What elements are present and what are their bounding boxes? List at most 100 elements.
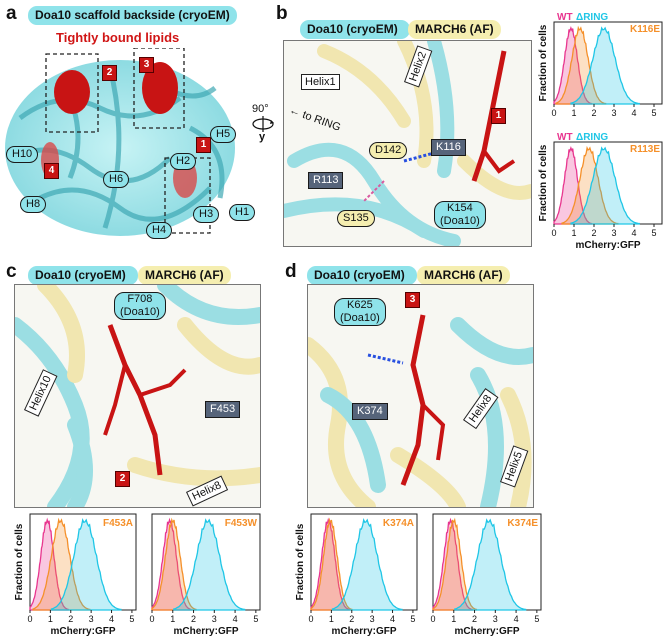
legend-f453w: F453W [225,518,258,529]
legend-k116e: K116E [630,24,660,35]
series--ring [331,517,403,611]
panel-c-letter: c [6,261,17,282]
y-axis-label: Fraction of cells [538,24,549,101]
legend-march6-d: MARCH6 (AF) [417,266,510,285]
x-tick-label: 1 [329,614,334,624]
x-tick-label: 4 [109,614,114,624]
x-tick-label: 2 [591,228,596,238]
lipid-marker-3: 3 [139,57,154,73]
series-k374e [432,517,478,611]
histogram-f453a: 0 1 2 3 4 5 mCherry:GFP Fraction of cells F453A [14,513,137,637]
x-tick-label: 5 [534,614,539,624]
helix-label-h3: H3 [193,206,220,223]
x-tick-label: 0 [308,614,313,624]
label-helix1: Helix1 [301,74,340,90]
legend-k374e: K374E [507,518,538,529]
series-wt [553,146,593,225]
label-f708: F708 (Doa10) [114,292,166,320]
x-tick-label: 4 [631,108,636,118]
y-axis-label: Fraction of cells [295,523,306,600]
helix-label-h10: H10 [6,146,39,163]
histogram-r113e: 0 1 2 3 4 5 mCherry:GFP Fraction of cells WT ΔRIN… [538,132,663,251]
helix-label-h1: H1 [229,204,256,221]
x-tick-label: 3 [370,614,375,624]
lipid-marker-1: 1 [196,137,211,153]
x-axis-label: mCherry:GFP [50,626,115,637]
panel-a-subtitle: Tightly bound lipids [56,30,180,45]
x-tick-label: 1 [451,614,456,624]
legend-doa10-c: Doa10 (cryoEM) [28,266,138,285]
x-tick-label: 0 [551,108,556,118]
x-axis-label: mCherry:GFP [454,626,519,637]
histogram-k116e: 0 1 2 3 4 5 Fraction of cells WT ΔRING K116E [538,12,663,118]
label-k116: K116 [431,139,466,156]
series-r113e [561,145,619,225]
legend-wt: WT [557,132,573,143]
series-k116e [555,25,607,105]
x-axis-label: mCherry:GFP [331,626,396,637]
label-k154: K154 (Doa10) [434,201,486,229]
x-tick-label: 2 [68,614,73,624]
x-tick-label: 4 [390,614,395,624]
series--ring [50,517,122,611]
x-tick-label: 5 [410,614,415,624]
panel-d-letter: d [285,261,297,282]
x-tick-label: 3 [611,228,616,238]
x-tick-label: 2 [472,614,477,624]
label-s135: S135 [337,210,375,227]
x-tick-label: 3 [611,108,616,118]
y-axis-label: Fraction of cells [14,523,25,600]
series-f453w [151,517,197,611]
series-wt [151,517,192,611]
x-tick-label: 0 [27,614,32,624]
x-tick-label: 2 [349,614,354,624]
series-wt [310,517,350,611]
helix-label-h4: H4 [146,222,173,239]
lipid-marker-2: 2 [102,65,117,81]
x-tick-label: 5 [651,228,656,238]
legend-doa10: Doa10 (cryoEM) [300,20,410,39]
x-tick-label: 0 [149,614,154,624]
x-axis-label: mCherry:GFP [173,626,238,637]
x-tick-label: 0 [430,614,435,624]
x-tick-label: 4 [233,614,238,624]
x-tick-label: 2 [591,108,596,118]
histogram-k374a: 0 1 2 3 4 5 mCherry:GFP Fraction of cells K374A [295,513,418,637]
x-tick-label: 3 [212,614,217,624]
doa10-structure-image [5,48,235,236]
rotation-label: 90° [252,103,269,115]
legend-k374a: K374A [383,518,414,529]
lipid-marker-2-c: 2 [115,471,130,487]
legend--ring: ΔRING [576,132,608,143]
helix-label-h8: H8 [20,196,47,213]
histogram-k374e: 0 1 2 3 4 5 mCherry:GFP K374E [430,513,542,637]
x-tick-label: 4 [514,614,519,624]
x-tick-label: 2 [191,614,196,624]
x-tick-label: 1 [571,228,576,238]
series--ring [570,26,640,105]
x-tick-label: 5 [253,614,258,624]
lipid-marker-3-d: 3 [405,292,420,308]
helix-label-h2: H2 [170,153,197,170]
label-f453: F453 [205,401,241,418]
y-axis-label: Fraction of cells [538,144,549,221]
x-axis-label: mCherry:GFP [575,240,640,251]
legend-r113e: R113E [630,144,660,155]
lipid-marker-4: 4 [44,163,59,179]
legend--ring: ΔRING [576,12,608,23]
series--ring [454,518,527,611]
series--ring [173,518,246,611]
x-tick-label: 5 [651,108,656,118]
series-wt [432,517,473,611]
x-tick-label: 4 [631,228,636,238]
legend-f453a: F453A [103,518,133,529]
legend-doa10-d: Doa10 (cryoEM) [307,266,417,285]
x-tick-label: 1 [571,108,576,118]
series-f453a [32,517,91,611]
panel-a-title: Doa10 scaffold backside (cryoEM) [28,6,237,25]
label-k374: K374 [352,403,388,420]
series-wt [553,26,593,105]
x-tick-label: 5 [129,614,134,624]
helix-label-h6: H6 [103,171,130,188]
label-r113: R113 [308,172,344,189]
